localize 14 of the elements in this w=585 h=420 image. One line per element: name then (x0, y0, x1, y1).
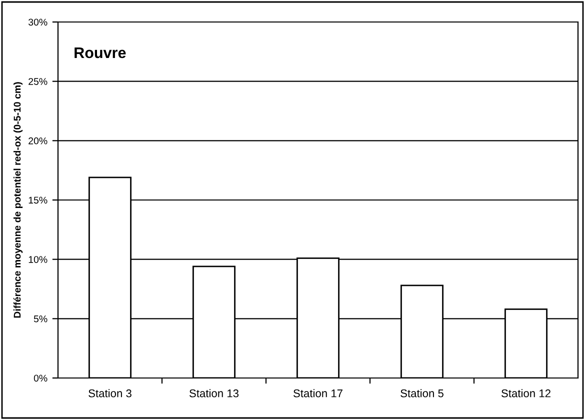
y-tick-label: 0% (34, 374, 48, 382)
y-tick-label: 30% (28, 18, 48, 26)
y-tick-label: 25% (28, 78, 48, 85)
y-tick-label: 20% (28, 137, 48, 144)
y-tick-label: 10% (28, 256, 48, 263)
y-tick-label: 15% (28, 196, 48, 204)
text: Rouvre (74, 47, 126, 58)
x-tick-label: Station 12 (501, 389, 550, 398)
y-tick-label: 5% (34, 315, 48, 322)
x-tick-label: Station 5 (400, 389, 444, 398)
y-axis-title: Différence moyenne de potentiel red-ox (0-5-10 cm) (13, 82, 23, 318)
x-tick-label: Station 13 (189, 389, 239, 398)
x-tick-label: Station 17 (293, 389, 342, 398)
x-tick-label: Station 3 (88, 389, 132, 398)
